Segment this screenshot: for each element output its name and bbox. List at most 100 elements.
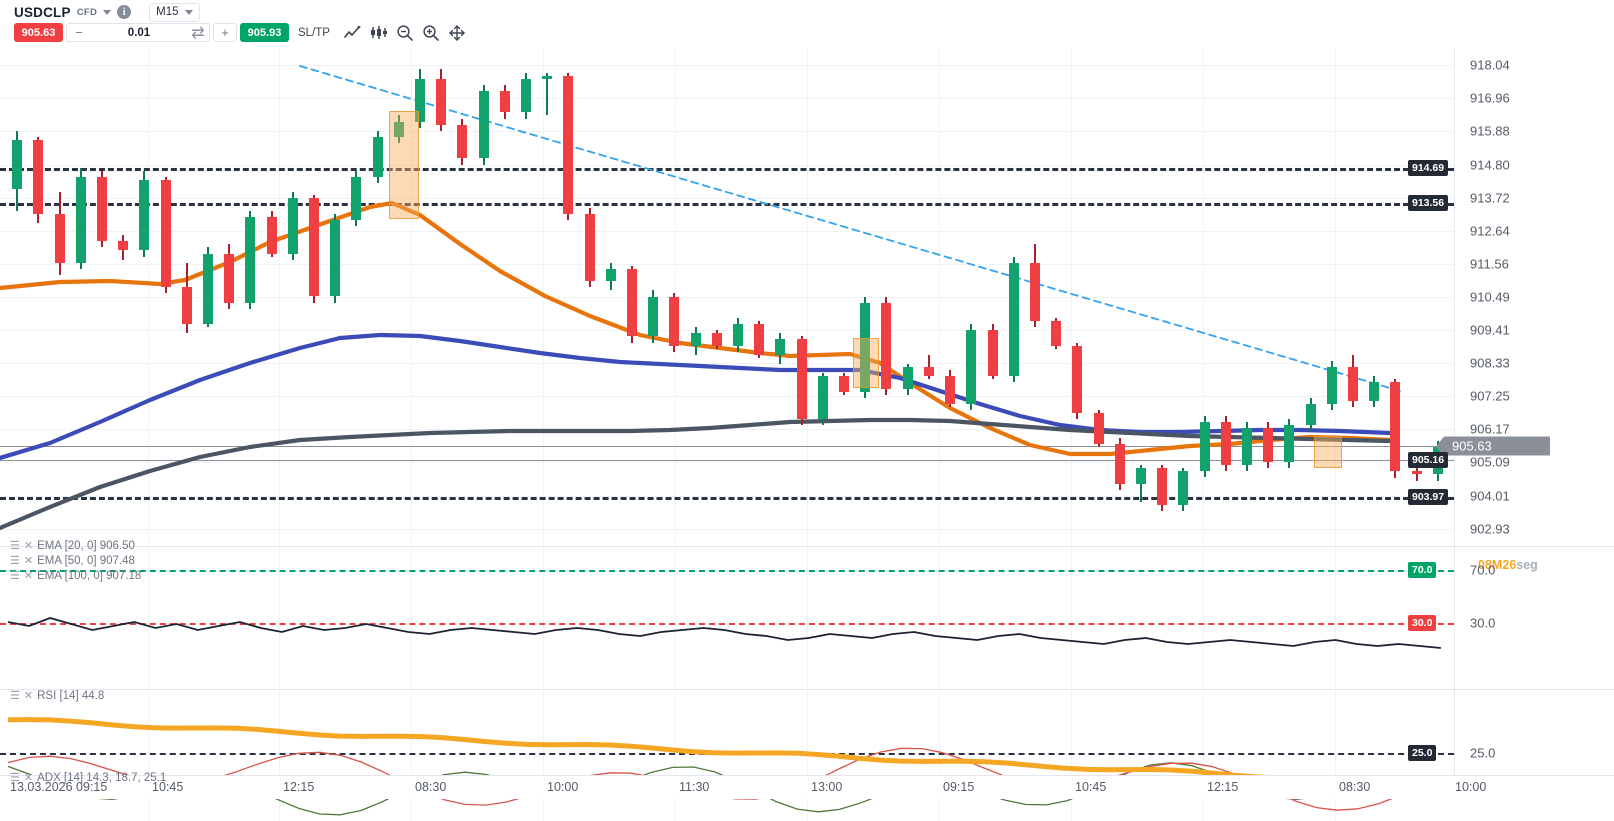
candle-body[interactable]: [563, 75, 574, 214]
candle-body[interactable]: [139, 179, 150, 251]
rsi-oversold-tag[interactable]: 30.0: [1408, 615, 1437, 631]
candle-body[interactable]: [1305, 403, 1316, 426]
candle-body[interactable]: [12, 140, 23, 190]
swap-units-icon[interactable]: ⇄: [191, 24, 205, 42]
candle-body[interactable]: [1008, 262, 1019, 377]
current-price-tag[interactable]: 905.63: [1436, 436, 1550, 457]
candle-body[interactable]: [987, 330, 998, 377]
order-level-tag[interactable]: 905.16: [1408, 452, 1449, 469]
candle-body[interactable]: [542, 75, 553, 79]
candle-body[interactable]: [1072, 345, 1083, 414]
candlestick-icon[interactable]: [366, 22, 392, 44]
candle-body[interactable]: [1390, 382, 1401, 472]
adx-pane[interactable]: [0, 691, 1454, 821]
open-position-box[interactable]: [853, 338, 879, 388]
candle-body[interactable]: [711, 333, 722, 346]
level-line-support[interactable]: [0, 496, 1454, 500]
candle-body[interactable]: [96, 176, 107, 242]
candle-body[interactable]: [202, 253, 213, 325]
candle-body[interactable]: [1051, 321, 1062, 346]
rsi-overbought-tag[interactable]: 70.0: [1408, 562, 1437, 578]
candle-body[interactable]: [308, 198, 319, 297]
legend-adx[interactable]: ☰ ✕ ADX [14] 14.3, 18.7, 25.1: [10, 771, 166, 785]
timeframe-selector[interactable]: M15: [149, 2, 200, 22]
candle-body[interactable]: [436, 78, 447, 125]
candle-body[interactable]: [1263, 428, 1274, 463]
legend-ema50[interactable]: ☰ ✕ EMA [50, 0] 907.48: [10, 554, 135, 568]
candle-body[interactable]: [478, 90, 489, 159]
time-axis[interactable]: 13.03.2026 09:15 10:45 12:15 08:30 10:00 11:3…: [0, 775, 1614, 799]
support-level-tag[interactable]: 903.97: [1408, 488, 1449, 505]
candle-body[interactable]: [351, 176, 362, 220]
quantity-decrease-button[interactable]: −: [75, 25, 83, 40]
candle-body[interactable]: [860, 302, 871, 392]
candle-body[interactable]: [330, 219, 341, 297]
candle-body[interactable]: [160, 179, 171, 288]
candle-body[interactable]: [605, 268, 616, 282]
candle-body[interactable]: [372, 136, 383, 177]
candle-body[interactable]: [118, 241, 129, 251]
candle-body[interactable]: [902, 367, 913, 389]
candle-body[interactable]: [181, 287, 192, 325]
candle-body[interactable]: [966, 330, 977, 404]
level-line-resistance-1[interactable]: [0, 167, 1454, 171]
close-icon[interactable]: ✕: [23, 772, 34, 784]
crosshair-move-icon[interactable]: [444, 22, 470, 44]
legend-rsi[interactable]: ☰ ✕ RSI [14] 44.8: [10, 689, 104, 703]
candle-body[interactable]: [669, 296, 680, 346]
candle-body[interactable]: [54, 213, 65, 263]
candle-body[interactable]: [75, 176, 86, 263]
resistance-level-2-tag[interactable]: 913.56: [1408, 194, 1449, 211]
candle-body[interactable]: [1369, 382, 1380, 401]
sltp-label[interactable]: SL/TP: [298, 26, 330, 39]
candle-body[interactable]: [1326, 367, 1337, 404]
level-line-resistance-2[interactable]: [0, 202, 1454, 206]
candle-body[interactable]: [627, 268, 638, 337]
candle-body[interactable]: [945, 376, 956, 404]
symbol-name[interactable]: USDCLP: [14, 4, 71, 20]
rsi-pane[interactable]: [0, 548, 1454, 688]
candle-body[interactable]: [796, 339, 807, 420]
candle-body[interactable]: [457, 124, 468, 159]
resistance-level-1-tag[interactable]: 914.69: [1408, 159, 1449, 176]
candle-body[interactable]: [690, 333, 701, 346]
line-chart-icon[interactable]: [340, 22, 366, 44]
candle-body[interactable]: [521, 78, 532, 113]
candle-body[interactable]: [754, 324, 765, 355]
candle-body[interactable]: [1093, 413, 1104, 444]
candle-body[interactable]: [817, 376, 828, 420]
open-position-box[interactable]: [1314, 436, 1342, 468]
legend-ema20[interactable]: ☰ ✕ EMA [20, 0] 906.50: [10, 539, 135, 553]
close-icon[interactable]: ✕: [23, 570, 34, 582]
candle-body[interactable]: [1157, 468, 1168, 506]
candle-body[interactable]: [1178, 471, 1189, 506]
candle-body[interactable]: [414, 78, 425, 122]
adx-threshold-tag[interactable]: 25.0: [1408, 745, 1437, 761]
zoom-in-icon[interactable]: [418, 22, 444, 44]
candle-body[interactable]: [1347, 367, 1358, 401]
quantity-input[interactable]: 0.01: [127, 26, 151, 39]
candle-body[interactable]: [839, 376, 850, 392]
candle-body[interactable]: [648, 296, 659, 337]
candle-body[interactable]: [733, 324, 744, 346]
quantity-stepper[interactable]: − 0.01 ⇄: [66, 23, 210, 42]
candle-body[interactable]: [245, 216, 256, 303]
info-icon[interactable]: i: [117, 5, 132, 19]
candle-body[interactable]: [1029, 262, 1040, 322]
close-icon[interactable]: ✕: [23, 690, 34, 702]
buy-price-button[interactable]: 905.93: [240, 23, 289, 42]
chevron-down-icon[interactable]: [103, 9, 112, 15]
quantity-increase-button[interactable]: +: [213, 23, 237, 42]
level-line-order-level[interactable]: [0, 460, 1454, 462]
candle-body[interactable]: [584, 213, 595, 282]
price-axis[interactable]: 918.04 916.96 915.88 914.80 913.72 912.64 911.…: [1408, 48, 1614, 545]
open-position-box[interactable]: [389, 111, 419, 219]
candle-body[interactable]: [775, 339, 786, 355]
sell-price-button[interactable]: 905.63: [14, 23, 63, 42]
candle-body[interactable]: [1135, 468, 1146, 484]
close-icon[interactable]: ✕: [23, 555, 34, 567]
adx-axis[interactable]: 25.0 25.0: [1408, 691, 1614, 821]
candle-body[interactable]: [33, 140, 44, 214]
candle-body[interactable]: [499, 90, 510, 113]
candle-body[interactable]: [1220, 422, 1231, 466]
